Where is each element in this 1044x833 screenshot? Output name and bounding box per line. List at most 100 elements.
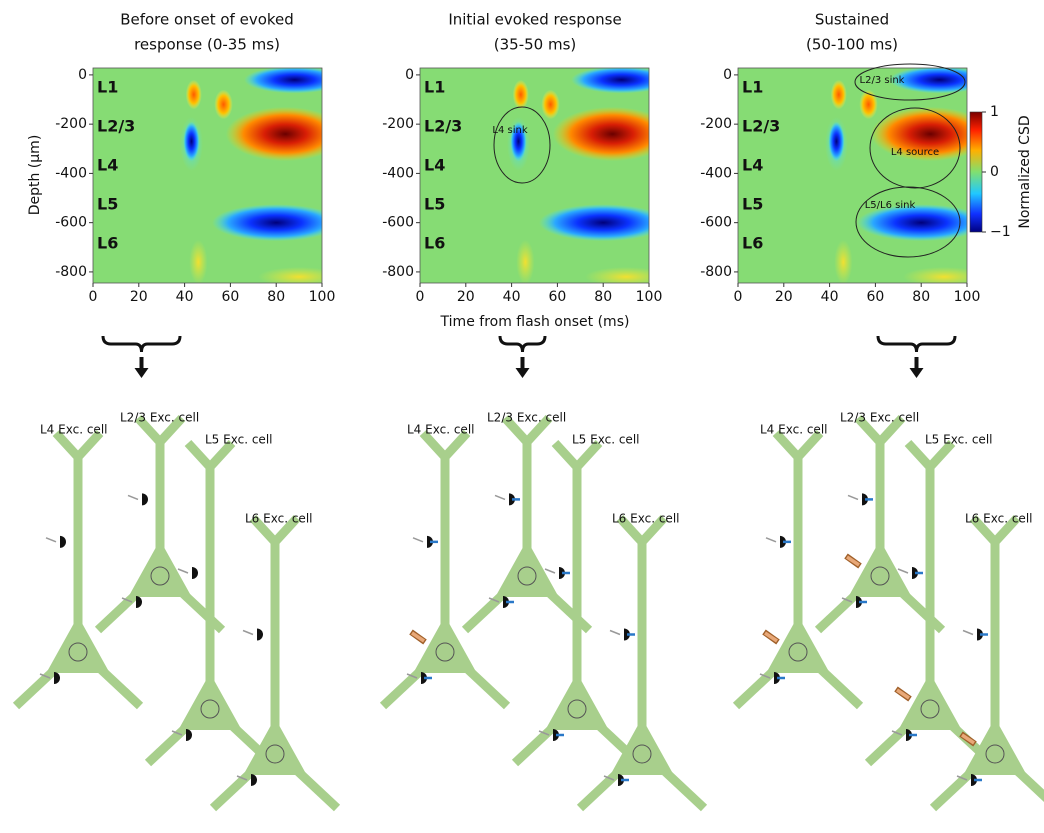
axon: [545, 569, 555, 573]
annotation-label: L4 sink: [492, 125, 527, 136]
axon: [963, 631, 973, 635]
neuron: [98, 418, 222, 630]
cell-label: L4 Exc. cell: [407, 423, 474, 437]
apical-branch: [577, 443, 599, 467]
cell-label: L6 Exc. cell: [612, 512, 679, 526]
apical-branch: [555, 443, 577, 467]
down-arrow: [910, 357, 924, 378]
synapse: [136, 596, 142, 608]
y-tick-label: 0: [723, 67, 732, 83]
neuron: [736, 433, 860, 706]
csd-blob: [553, 107, 672, 161]
layer-label: L2/3: [97, 117, 135, 136]
apical-branch: [78, 433, 100, 457]
panel-title: Before onset of evoked: [120, 11, 294, 29]
x-tick-label: 100: [309, 289, 336, 305]
apical-branch: [798, 433, 820, 457]
y-tick-label: -200: [700, 116, 732, 132]
y-tick-label: -600: [382, 215, 414, 231]
heatmap: [738, 66, 990, 286]
cell-label: L2/3 Exc. cell: [840, 411, 919, 425]
nucleus: [151, 567, 169, 585]
x-tick-label: 60: [548, 289, 566, 305]
layer-label: L5: [742, 195, 763, 214]
x-tick-label: 80: [912, 289, 930, 305]
figure: Depth (μm) Time from flash onset (ms) No…: [0, 0, 1044, 833]
cell-label: L6 Exc. cell: [965, 512, 1032, 526]
layer-label: L1: [424, 78, 445, 97]
heatmap-bg: [738, 68, 967, 283]
axon: [178, 569, 188, 573]
colorbar-tick-label: 1: [990, 104, 999, 120]
nucleus: [568, 700, 586, 718]
synapse: [60, 536, 66, 548]
heatmap: [93, 66, 345, 286]
colorbar-label: Normalized CSD: [1017, 115, 1033, 228]
csd-blob: [244, 66, 345, 93]
apical-branch: [56, 433, 78, 457]
csd-blob: [186, 80, 202, 110]
panel-title: Initial evoked response: [448, 11, 621, 29]
neuron: [933, 518, 1044, 808]
y-tick-label: 0: [405, 67, 414, 83]
axon: [243, 631, 253, 635]
layer-label: L6: [742, 234, 763, 253]
synapse: [186, 729, 192, 741]
csd-blob: [189, 240, 207, 284]
axon: [128, 495, 138, 499]
y-tick-label: -400: [55, 165, 87, 181]
neuron: [465, 418, 589, 630]
panel-title: (50-100 ms): [806, 36, 898, 54]
nucleus: [789, 643, 807, 661]
apical-branch: [188, 443, 210, 467]
x-tick-label: 100: [636, 289, 663, 305]
axon: [495, 495, 505, 499]
layer-label: L6: [97, 234, 118, 253]
layer-label: L2/3: [424, 117, 462, 136]
x-axis-label: Time from flash onset (ms): [440, 314, 630, 330]
csd-blob: [571, 66, 672, 93]
x-tick-label: 20: [775, 289, 793, 305]
brace: [103, 336, 180, 352]
csd-blob: [183, 122, 199, 161]
down-arrow: [135, 357, 149, 378]
panel-title: Sustained: [815, 11, 889, 29]
csd-blob: [831, 80, 847, 110]
csd-blob: [513, 80, 529, 110]
x-tick-label: 40: [503, 289, 521, 305]
synapse: [257, 629, 263, 641]
cell-label: L4 Exc. cell: [760, 423, 827, 437]
x-tick-label: 60: [866, 289, 884, 305]
csd-blob: [212, 204, 340, 241]
synapse: [54, 672, 60, 684]
cell-label: L6 Exc. cell: [245, 512, 312, 526]
neuron: [213, 518, 337, 808]
apical-branch: [445, 433, 467, 457]
csd-blob: [539, 204, 667, 241]
annotation-label: L2/3 sink: [860, 75, 905, 86]
csd-blob: [903, 267, 985, 287]
y-tick-label: -400: [382, 165, 414, 181]
axon: [766, 538, 776, 542]
panel-title: response (0-35 ms): [134, 36, 280, 54]
axon: [848, 495, 858, 499]
cell-label: L5 Exc. cell: [205, 433, 272, 447]
axon: [898, 569, 908, 573]
apical-branch: [908, 443, 930, 467]
x-tick-label: 80: [594, 289, 612, 305]
y-tick-label: -600: [700, 215, 732, 231]
axon: [46, 538, 56, 542]
heatmap: [420, 66, 672, 286]
nucleus: [201, 700, 219, 718]
colorbar: [970, 112, 982, 232]
x-tick-label: 20: [457, 289, 475, 305]
layer-label: L4: [424, 156, 445, 175]
csd-blob: [516, 240, 534, 284]
nucleus: [921, 700, 939, 718]
apical-branch: [210, 443, 232, 467]
layer-label: L4: [742, 156, 763, 175]
csd-blob: [226, 107, 345, 161]
x-tick-label: 0: [734, 289, 743, 305]
y-tick-label: -400: [700, 165, 732, 181]
y-tick-label: -200: [382, 116, 414, 132]
